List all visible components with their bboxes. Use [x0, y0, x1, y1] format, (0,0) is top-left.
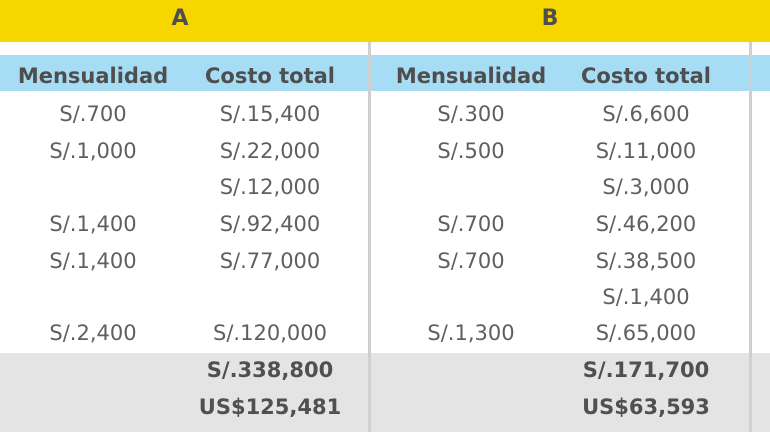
total-soles-a: S/.338,800	[206, 358, 334, 382]
table-cell-b-total-cost: S/.65,000	[595, 321, 697, 345]
table-cell-b-total-cost: S/.1,400	[602, 285, 690, 309]
table-cell-a-monthly: S/.2,400	[49, 321, 137, 345]
table-cell-b-total-cost: S/.46,200	[595, 212, 697, 236]
col-header-b-total-cost: Costo total	[581, 64, 711, 88]
table-cell-b-monthly: S/.700	[437, 249, 505, 273]
right-border	[749, 42, 752, 432]
group-label-b: B	[541, 6, 559, 31]
table-cell-a-total-cost: S/.22,000	[219, 139, 321, 163]
table-cell-a-total-cost: S/.12,000	[219, 175, 321, 199]
table-cell-a-total-cost: S/.15,400	[219, 102, 321, 126]
table-cell-a-total-cost: S/.92,400	[219, 212, 321, 236]
table-cell-b-monthly: S/.1,300	[427, 321, 515, 345]
col-header-a-monthly: Mensualidad	[17, 64, 169, 88]
group-header-band	[0, 0, 770, 42]
total-usd-a: US$125,481	[198, 395, 342, 419]
table-cell-a-monthly: S/.1,000	[49, 139, 137, 163]
total-soles-b: S/.171,700	[582, 358, 710, 382]
table-cell-b-monthly	[386, 172, 556, 202]
table-cell-a-monthly: S/.700	[59, 102, 127, 126]
table-cell-b-monthly: S/.500	[437, 139, 505, 163]
table-cell-b-total-cost: S/.38,500	[595, 249, 697, 273]
total-usd-b: US$63,593	[582, 395, 710, 419]
table-cell-a-monthly: S/.1,400	[49, 212, 137, 236]
table-cell-b-monthly: S/.700	[437, 212, 505, 236]
table-cell-b-total-cost: S/.3,000	[602, 175, 690, 199]
table-cell-b-monthly	[386, 282, 556, 312]
table-cell-a-monthly	[8, 172, 178, 202]
group-label-a: A	[171, 6, 189, 31]
group-divider	[368, 42, 371, 432]
table-cell-a-monthly	[8, 282, 178, 312]
table-cell-b-total-cost: S/.6,600	[602, 102, 690, 126]
column-header-band	[0, 55, 770, 91]
totals-band	[0, 353, 770, 432]
table-cell-a-total-cost: S/.120,000	[213, 321, 327, 345]
table-cell-a-total-cost	[190, 282, 350, 312]
table-cell-b-total-cost: S/.11,000	[595, 139, 697, 163]
table-cell-b-monthly: S/.300	[437, 102, 505, 126]
table-cell-a-monthly: S/.1,400	[49, 249, 137, 273]
col-header-a-total-cost: Costo total	[205, 64, 335, 88]
table-cell-a-total-cost: S/.77,000	[219, 249, 321, 273]
col-header-b-monthly: Mensualidad	[395, 64, 547, 88]
